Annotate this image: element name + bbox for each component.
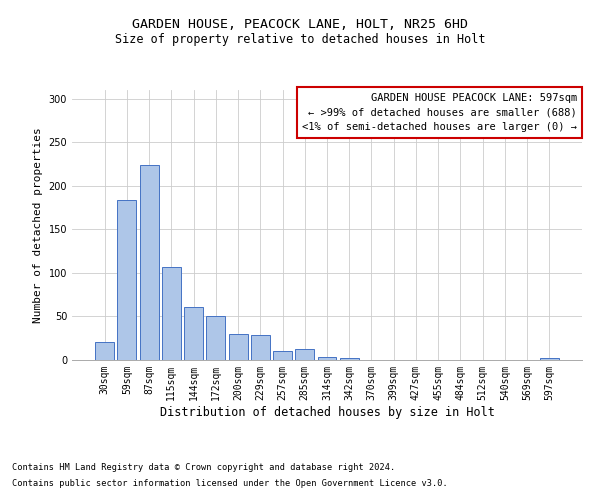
Bar [140, 165, 158, 360]
Bar [95, 342, 114, 360]
Bar [340, 358, 359, 360]
Bar [540, 358, 559, 360]
Bar [273, 352, 292, 360]
Y-axis label: Number of detached properties: Number of detached properties [33, 127, 43, 323]
X-axis label: Distribution of detached houses by size in Holt: Distribution of detached houses by size … [160, 406, 494, 418]
Bar [184, 307, 203, 360]
Text: GARDEN HOUSE, PEACOCK LANE, HOLT, NR25 6HD: GARDEN HOUSE, PEACOCK LANE, HOLT, NR25 6… [132, 18, 468, 30]
Text: GARDEN HOUSE PEACOCK LANE: 597sqm
← >99% of detached houses are smaller (688)
<1: GARDEN HOUSE PEACOCK LANE: 597sqm ← >99%… [302, 92, 577, 132]
Bar [317, 356, 337, 360]
Bar [162, 267, 181, 360]
Text: Size of property relative to detached houses in Holt: Size of property relative to detached ho… [115, 32, 485, 46]
Bar [295, 348, 314, 360]
Text: Contains public sector information licensed under the Open Government Licence v3: Contains public sector information licen… [12, 478, 448, 488]
Bar [229, 334, 248, 360]
Bar [251, 334, 270, 360]
Bar [118, 200, 136, 360]
Text: Contains HM Land Registry data © Crown copyright and database right 2024.: Contains HM Land Registry data © Crown c… [12, 464, 395, 472]
Bar [206, 316, 225, 360]
